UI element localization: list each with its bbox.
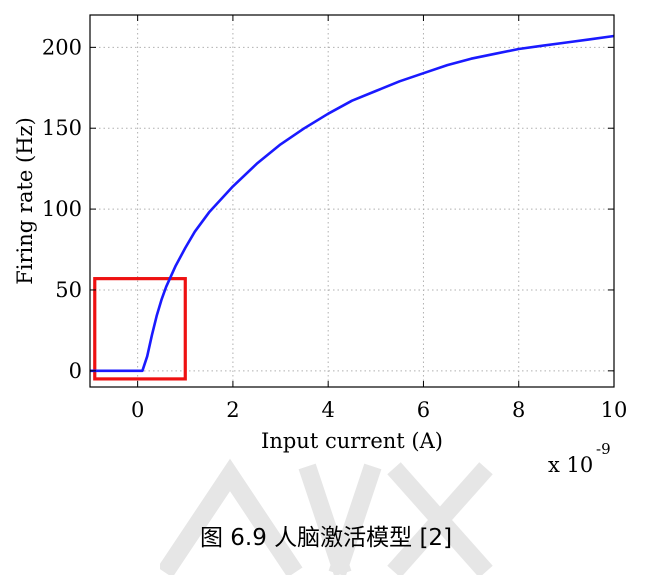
highlight-box bbox=[93, 277, 187, 381]
figure-caption: 图 6.9 人脑激活模型 [2] bbox=[199, 525, 453, 551]
x-tick-label: 6 bbox=[417, 398, 430, 422]
y-tick-label: 0 bbox=[69, 359, 82, 383]
y-axis-label: Firing rate (Hz) bbox=[13, 117, 37, 285]
x-tick-label: 10 bbox=[601, 398, 628, 422]
plot-frame bbox=[89, 14, 615, 388]
x-axis-multiplier-exponent: -9 bbox=[596, 440, 611, 458]
y-tick-label: 100 bbox=[42, 197, 82, 221]
y-tick-label: 150 bbox=[42, 116, 82, 140]
x-tick-label: 0 bbox=[131, 398, 144, 422]
firing-rate-line bbox=[90, 34, 615, 373]
y-tick-label: 200 bbox=[42, 35, 82, 59]
x-axis-label: Input current (A) bbox=[261, 429, 443, 453]
x-axis-multiplier: x 10 bbox=[548, 453, 593, 477]
watermark bbox=[160, 458, 493, 575]
highlight-box-layer bbox=[93, 277, 187, 381]
x-tick-label: 2 bbox=[226, 398, 239, 422]
x-tick-label: 4 bbox=[321, 398, 334, 422]
grid bbox=[90, 15, 615, 387]
series-layer bbox=[90, 34, 615, 373]
y-tick-label: 50 bbox=[55, 278, 82, 302]
x-tick-label: 8 bbox=[512, 398, 525, 422]
